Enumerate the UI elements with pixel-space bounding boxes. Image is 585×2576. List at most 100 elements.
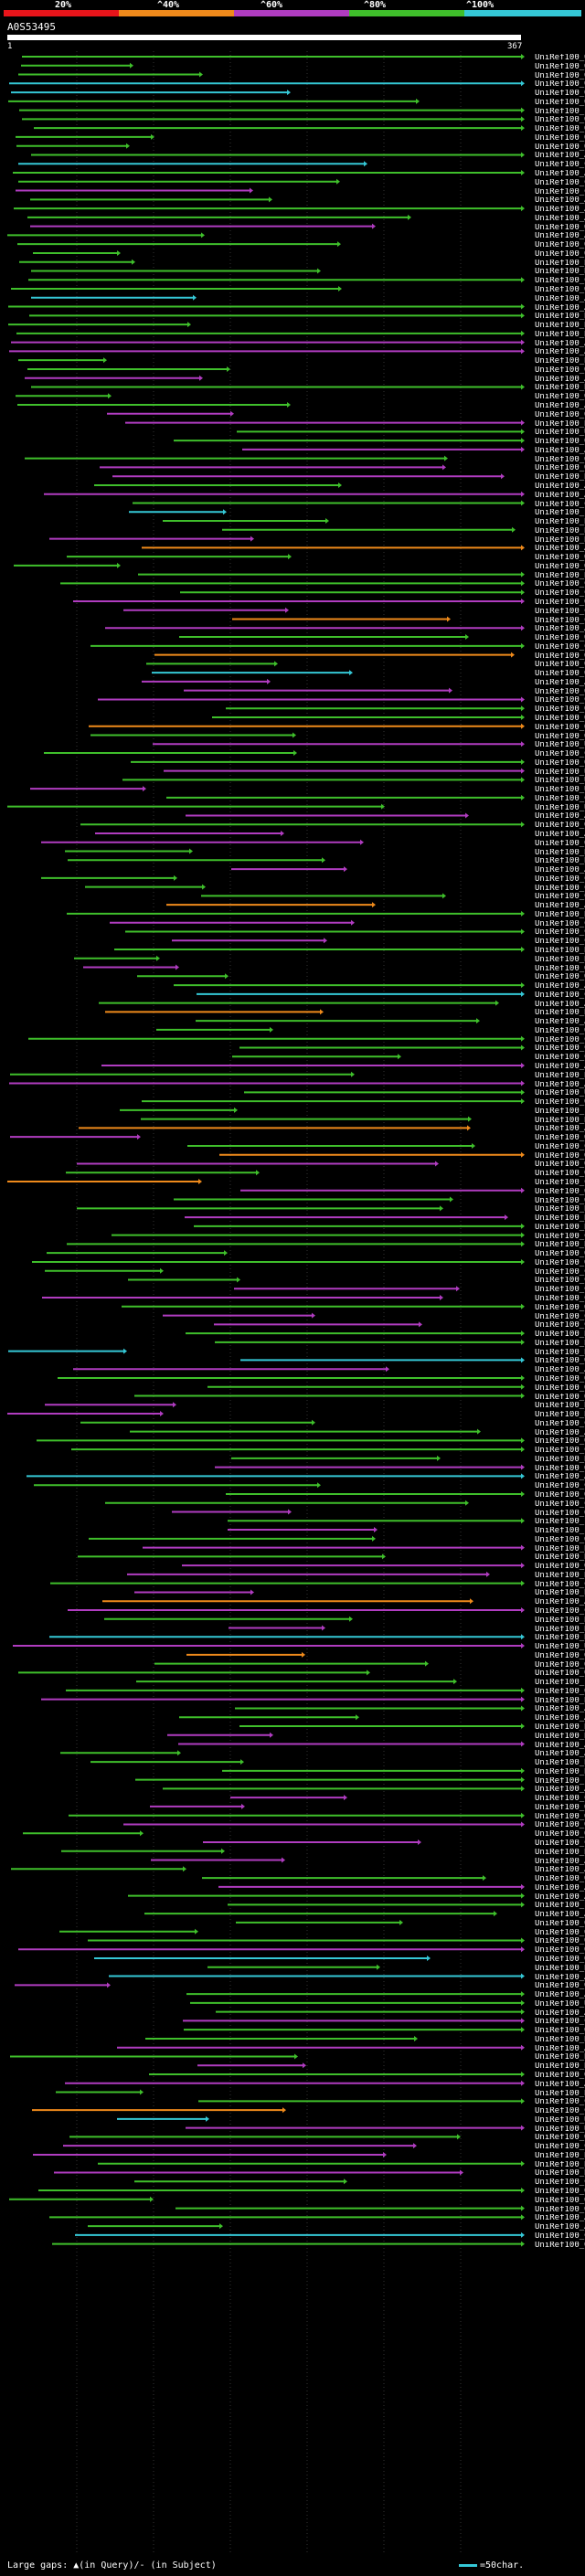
alignment-hit[interactable] [228,1527,378,1533]
hit-label[interactable]: UniRef100_B9SSN6 [535,526,585,535]
alignment-hit[interactable] [25,455,448,461]
alignment-hit[interactable] [134,2178,347,2185]
alignment-hit[interactable] [60,1750,181,1756]
alignment-hit[interactable] [10,1071,355,1077]
alignment-hit[interactable] [218,1883,525,1890]
alignment-hit[interactable] [142,678,271,684]
hit-label[interactable]: UniRef100_Q6EAL9 [535,98,585,107]
alignment-hit[interactable] [7,1179,202,1185]
hit-label[interactable]: UniRef100_C5WMU3 [535,1447,585,1456]
hit-label[interactable]: UniRef100_B4ULI3 [535,2089,585,2098]
alignment-hit[interactable] [98,2160,525,2167]
alignment-hit[interactable] [45,1402,176,1408]
hit-label[interactable]: UniRef100_C5Z245 [535,1179,585,1188]
alignment-hit[interactable] [11,90,291,96]
alignment-hit[interactable] [25,375,203,381]
hit-label[interactable]: UniRef100_Q5QMH0 [535,661,585,670]
hit-label[interactable]: UniRef100_C5YVH9 [535,2107,585,2116]
alignment-hit[interactable] [27,366,230,372]
alignment-hit[interactable] [90,642,525,649]
hit-label[interactable]: UniRef100_Q84YG1 [535,125,585,134]
hit-label[interactable]: UniRef100_Q39176 [535,71,585,80]
hit-label[interactable]: UniRef100_C6SZD2 [535,1035,585,1044]
alignment-hit[interactable] [13,1643,525,1649]
alignment-hit[interactable] [138,571,525,578]
hit-label[interactable]: UniRef100_C2DR20 [535,2018,585,2027]
alignment-hit[interactable] [128,1892,525,1899]
alignment-hit[interactable] [60,580,525,587]
alignment-hit[interactable] [95,830,284,836]
alignment-hit[interactable] [89,723,525,729]
alignment-hit[interactable] [164,768,525,774]
hit-label[interactable]: UniRef100_Q8LEB0 [535,1383,585,1393]
hit-label[interactable]: UniRef100_A7Q8W8 [535,1973,585,1982]
hit-label[interactable]: UniRef100_C5WSJ5 [535,1839,585,1848]
hit-label[interactable]: UniRef100_C6THY4 [535,161,585,170]
hit-label[interactable]: UniRef100_Q9ST25 [535,286,585,295]
alignment-hit[interactable] [9,348,525,355]
hit-label[interactable]: UniRef100_A9PFR5 [535,339,585,348]
alignment-hit[interactable] [125,928,525,935]
alignment-hit[interactable] [8,1348,127,1354]
alignment-hit[interactable] [31,268,321,274]
hit-label[interactable]: UniRef100_Q8LKY1 [535,687,585,696]
hit-label[interactable]: UniRef100_A3AWR3 [535,232,585,241]
alignment-hit[interactable] [234,1286,460,1292]
hit-label[interactable]: UniRef100_Q9LKY8 [535,1170,585,1179]
alignment-hit[interactable] [11,1866,186,1872]
alignment-hit[interactable] [22,54,525,59]
hit-label[interactable]: UniRef100_Q5QWJ6 [535,249,585,259]
hit-label[interactable]: UniRef100_B9RUM7 [535,571,585,580]
alignment-hit[interactable] [90,1759,244,1765]
alignment-hit[interactable] [149,2072,525,2078]
hit-label[interactable]: UniRef100_B9T4X4 [535,313,585,322]
hit-label[interactable]: UniRef100_Q6HGL9 [535,822,585,831]
alignment-hit[interactable] [101,1063,525,1069]
alignment-hit[interactable] [174,438,525,444]
hit-label[interactable]: UniRef100_B9A361 [535,1116,585,1125]
alignment-hit[interactable] [59,1928,198,1935]
alignment-hit[interactable] [222,526,516,533]
hit-label[interactable]: UniRef100_Q9Q232 [535,1134,585,1143]
alignment-hit[interactable] [142,545,525,551]
alignment-hit[interactable] [219,1151,525,1158]
alignment-hit[interactable] [83,964,179,970]
alignment-hit[interactable] [80,1419,315,1426]
alignment-hit[interactable] [58,1374,525,1381]
hit-label[interactable]: UniRef100_Q9SXE6 [535,562,585,571]
alignment-hit[interactable] [49,2214,525,2221]
hit-label[interactable]: UniRef100_Q9FUF1 [535,1651,585,1660]
alignment-hit[interactable] [9,2196,154,2202]
alignment-hit[interactable] [198,2098,525,2104]
hit-label[interactable]: UniRef100_C5Y105 [535,991,585,1000]
alignment-hit[interactable] [196,1018,480,1024]
hit-label[interactable]: UniRef100_Q41289 [535,1563,585,1572]
alignment-hit[interactable] [123,607,289,613]
alignment-hit[interactable] [174,1196,453,1203]
hit-label[interactable]: UniRef100_Q41125 [535,1303,585,1312]
alignment-hit[interactable] [167,1732,273,1738]
alignment-hit[interactable] [37,1437,525,1444]
hit-label[interactable]: UniRef100_A4GX24 [535,1883,585,1892]
alignment-hit[interactable] [30,786,146,792]
alignment-hit[interactable] [166,902,376,908]
hit-label[interactable]: UniRef100_P93347 [535,1679,585,1688]
hit-label[interactable]: UniRef100_Q9S035 [535,116,585,125]
hit-label[interactable]: UniRef100_Q42044 [535,1393,585,1402]
hit-label[interactable]: UniRef100_Q39100 [535,1250,585,1259]
hit-label[interactable]: UniRef100_A7PF96 [535,1428,585,1437]
alignment-hit[interactable] [8,322,191,328]
hit-label[interactable]: UniRef100_Q7XT29 [535,438,585,447]
alignment-hit[interactable] [172,938,327,944]
hit-label[interactable]: UniRef100_Q9SBM1 [535,1919,585,1928]
hit-label[interactable]: UniRef100_C5Z4Z5 [535,580,585,589]
alignment-hit[interactable] [214,1321,422,1328]
hit-label[interactable]: UniRef100_Q9SET1 [535,705,585,715]
hit-label[interactable]: UniRef100_A5B255 [535,1705,585,1714]
alignment-hit[interactable] [122,1303,525,1309]
alignment-hit[interactable] [67,1241,525,1247]
hit-label[interactable]: UniRef100_A3KCC1 [535,1911,585,1920]
hit-label[interactable]: UniRef100_B4RPP3 [535,2062,585,2072]
alignment-hit[interactable] [133,500,525,506]
hit-label[interactable]: UniRef100_Q9FWP7 [535,1161,585,1170]
